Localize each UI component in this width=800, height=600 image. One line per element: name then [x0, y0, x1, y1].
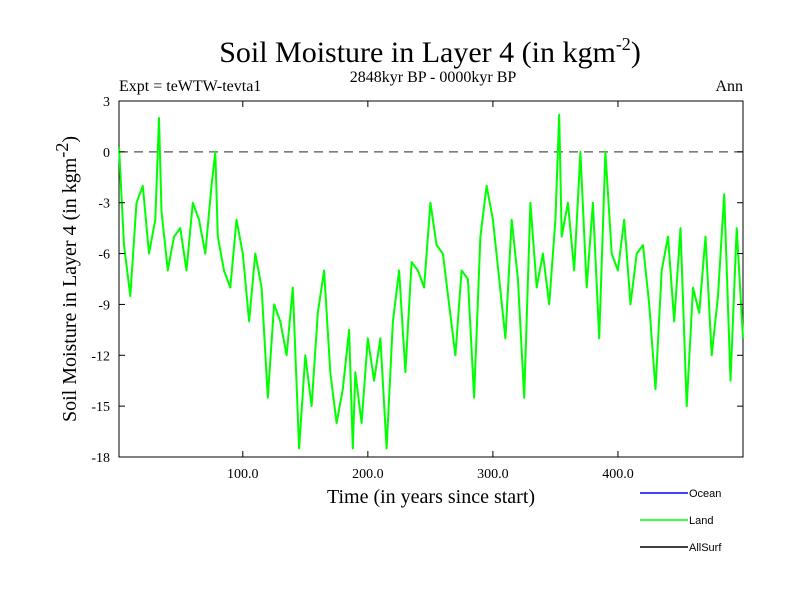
series-line-land: [118, 113, 744, 450]
y-tick-label: -9: [98, 298, 110, 313]
season-label: Ann: [715, 78, 743, 95]
x-axis-label: Time (in years since start): [327, 486, 535, 508]
y-tick-label: -15: [91, 400, 110, 415]
y-tick-label: -12: [91, 349, 110, 364]
experiment-label: Expt = teWTW-tevta1: [119, 78, 261, 95]
y-tick-label: 0: [103, 146, 110, 161]
x-tick-label: 200.0: [352, 467, 384, 482]
x-tick-label: 400.0: [602, 467, 634, 482]
chart-title: Soil Moisture in Layer 4 (in kgm-2): [219, 34, 641, 69]
legend: Ocean Land AllSurf: [640, 488, 722, 554]
y-tick-label: -18: [91, 451, 110, 466]
legend-label-ocean: Ocean: [689, 488, 721, 500]
x-tick-label: 100.0: [227, 467, 259, 482]
x-axis-ticks: 100.0 200.0 300.0 400.0: [227, 101, 634, 482]
y-tick-label: -6: [98, 248, 110, 263]
legend-label-land: Land: [689, 515, 713, 527]
legend-label-allsurf: AllSurf: [689, 542, 722, 554]
plot-frame: [118, 100, 744, 458]
x-tick-label: 300.0: [477, 467, 509, 482]
y-tick-label: 3: [103, 95, 110, 110]
y-axis-label: Soil Moisture in Layer 4 (in kgm-2): [52, 136, 81, 422]
chart-subtitle: 2848kyr BP - 0000kyr BP: [350, 69, 517, 86]
y-tick-label: -3: [98, 197, 110, 212]
y-axis-ticks: 3 0 -3 -6 -9 -12 -15 -18: [91, 95, 743, 466]
